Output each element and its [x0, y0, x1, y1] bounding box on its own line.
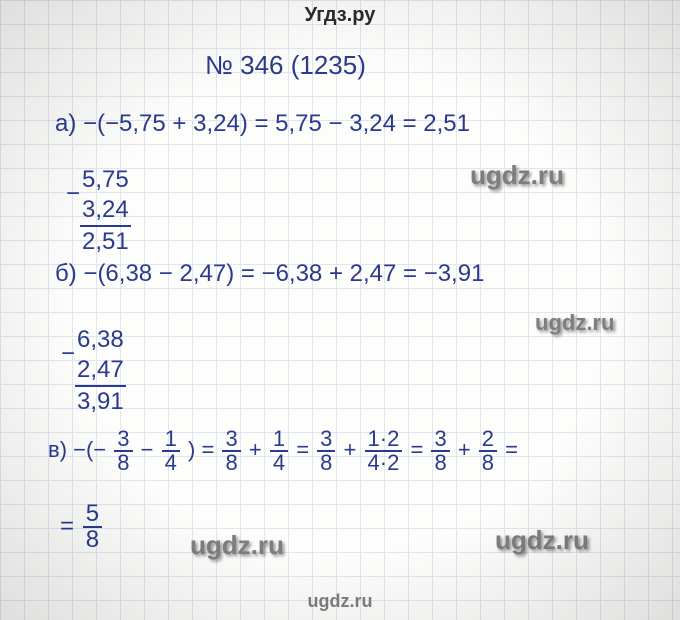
frac-num: 2 [479, 428, 497, 450]
watermark: ugdz.ru [495, 525, 589, 556]
line-a-label: а) [55, 110, 76, 137]
frac-den: 4 [162, 450, 180, 474]
line-c: в) −(− 3 8 − 1 4 ) = 3 8 + 1 4 = 3 8 + 1… [48, 428, 518, 474]
line-a-expr: −(−5,75 + 3,24) = 5,75 − 3,24 = 2,51 [83, 110, 470, 137]
problem-number: № 346 (1235) [205, 50, 366, 81]
frac-num: 3 [222, 428, 240, 450]
line-c-plus2: + [344, 437, 357, 462]
subtraction-b-result: 3,91 [75, 387, 126, 417]
watermark-text: ugdz.ru [470, 160, 564, 190]
frac-den: 8 [317, 450, 335, 474]
subtraction-b-row1: 6,38 [75, 325, 126, 355]
subtraction-b-minus: − [61, 339, 75, 369]
line-c-plus1: + [249, 437, 262, 462]
frac-den: 8 [431, 450, 449, 474]
frac-den: 4 [270, 450, 288, 474]
watermark: ugdz.ru [535, 310, 614, 336]
page-content: Угдз.ру № 346 (1235) а) −(−5,75 + 3,24) … [0, 0, 680, 620]
line-b: б) −(6,38 − 2,47) = −6,38 + 2,47 = −3,91 [55, 260, 484, 288]
line-c-eq1: = [296, 437, 309, 462]
frac-num: 5 [83, 502, 102, 526]
line-c-frac7: 3 8 [431, 428, 449, 474]
subtraction-a-row1: 5,75 [80, 165, 131, 195]
line-c-eq2: = [410, 437, 423, 462]
line-c-frac1: 3 8 [114, 428, 132, 474]
line-a: а) −(−5,75 + 3,24) = 5,75 − 3,24 = 2,51 [55, 110, 470, 138]
frac-den: 8 [222, 450, 240, 474]
line-c-frac6: 1·2 4·2 [365, 428, 403, 474]
watermark: ugdz.ru [190, 530, 284, 561]
watermark-text: ugdz.ru [190, 530, 284, 560]
site-header: Угдз.ру [0, 4, 680, 27]
subtraction-a-result: 2,51 [80, 227, 131, 257]
subtraction-b-row2: 2,47 [75, 355, 126, 387]
frac-num: 1 [162, 428, 180, 450]
frac-num: 1 [270, 428, 288, 450]
line-b-label: б) [55, 260, 77, 287]
subtraction-a-row2: 3,24 [80, 195, 131, 227]
subtraction-a: − 5,75 3,24 2,51 [80, 165, 131, 257]
line-c-frac3: 3 8 [222, 428, 240, 474]
subtraction-b: − 6,38 2,47 3,91 [75, 325, 126, 417]
frac-den: 8 [479, 450, 497, 474]
line-c-res-frac: 5 8 [83, 502, 102, 552]
watermark: ugdz.ru [470, 160, 564, 191]
line-c-frac2: 1 4 [162, 428, 180, 474]
site-header-text: Угдз.ру [305, 4, 376, 26]
frac-num: 1·2 [365, 428, 403, 450]
line-c-label: в) [48, 437, 67, 462]
line-c-frac4: 1 4 [270, 428, 288, 474]
watermark-text: ugdz.ru [535, 310, 614, 335]
frac-den: 8 [114, 450, 132, 474]
problem-number-text: № 346 (1235) [205, 50, 366, 80]
site-footer: ugdz.ru [0, 591, 680, 612]
line-c-frac8: 2 8 [479, 428, 497, 474]
line-c-plus3: + [458, 437, 471, 462]
line-c-lead: −(− [73, 437, 106, 462]
line-c-frac5: 3 8 [317, 428, 335, 474]
frac-den: 4·2 [365, 450, 403, 474]
frac-den: 8 [83, 526, 102, 552]
line-b-expr: −(6,38 − 2,47) = −6,38 + 2,47 = −3,91 [83, 260, 484, 287]
subtraction-a-minus: − [66, 179, 80, 209]
line-c-minus1: − [141, 437, 154, 462]
line-c-res-eq: = [60, 512, 74, 539]
line-c-result: = 5 8 [60, 502, 104, 552]
site-footer-text: ugdz.ru [308, 591, 373, 611]
frac-num: 3 [431, 428, 449, 450]
frac-num: 3 [114, 428, 132, 450]
line-c-close: ) = [188, 437, 214, 462]
watermark-text: ugdz.ru [495, 525, 589, 555]
frac-num: 3 [317, 428, 335, 450]
line-c-eq3: = [505, 437, 518, 462]
